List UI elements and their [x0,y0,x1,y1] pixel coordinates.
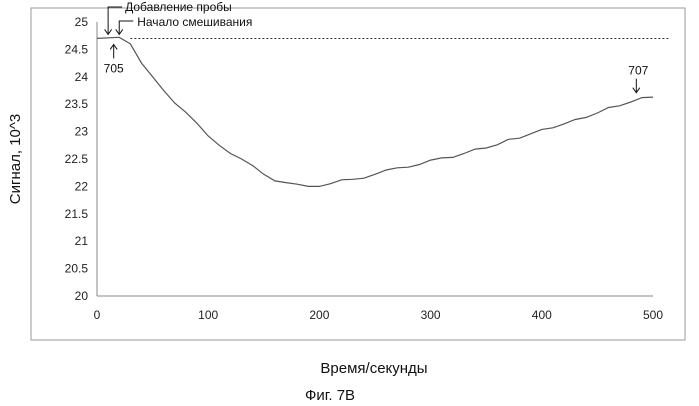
series-group [97,37,653,186]
y-tick-labels: 20 20.5 21 21.5 22 22.5 23 23.5 24 24.5 25 [65,15,89,303]
y-tick-label: 23 [75,125,89,139]
x-tick-label: 300 [421,308,441,322]
x-tick-label: 200 [309,308,329,322]
y-tick-label: 22 [75,179,89,193]
figure-caption: Фиг. 7В [305,387,355,404]
plot-frame [31,8,685,340]
x-axis-title: Время/секунды [320,360,427,377]
x-tick-label: 100 [198,308,218,322]
annotations-group: Добавление пробыНачало смешивания 705 707 [104,0,649,93]
y-tick-label: 25 [75,15,89,29]
x-tick-label: 0 [94,308,101,322]
y-tick-label: 20.5 [65,262,89,276]
x-tick-label: 500 [643,308,663,322]
y-tick-label: 24.5 [65,42,89,56]
y-tick-label: 22.5 [65,152,89,166]
y-axis-title: Сигнал, 10^3 [7,114,24,204]
series-line [97,37,653,186]
y-tick-label: 21 [75,234,89,248]
y-tick-label: 24 [75,70,89,84]
mixing-pointer [119,21,133,34]
y-tick-label: 20 [75,289,89,303]
mixing-annotation: Начало смешивания [137,15,252,29]
y-tick-label: 21.5 [65,207,89,221]
x-tick-label: 400 [532,308,552,322]
y-tick-label: 23.5 [65,97,89,111]
probe-annotation: Добавление пробы [125,0,232,14]
x-tick-labels: 0 100 200 300 400 500 [94,308,664,322]
label-707: 707 [628,64,648,78]
label-705: 705 [104,61,124,75]
